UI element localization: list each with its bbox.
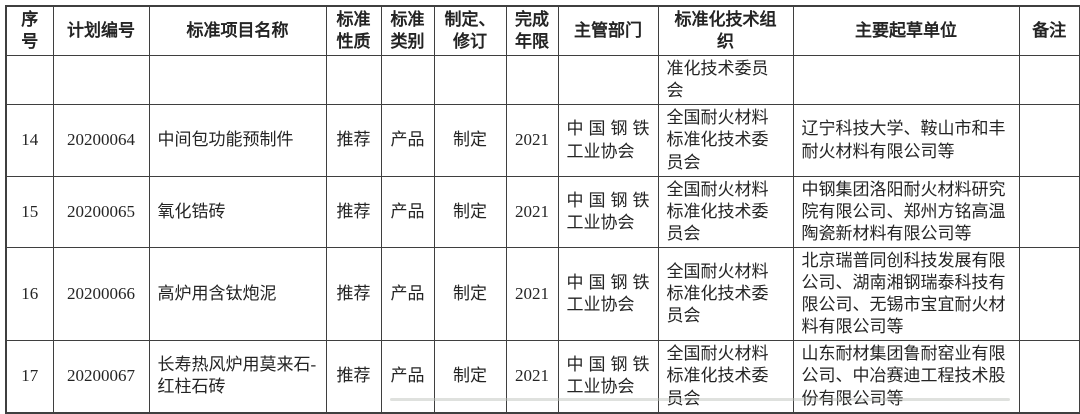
cell-plan-no	[52, 55, 150, 106]
cell-remarks	[1018, 246, 1080, 342]
cell-org: 全国耐火材料标准化技术委员会	[657, 175, 794, 248]
col-header-remarks: 备注	[1018, 5, 1080, 57]
table-row: 17 20200067 长寿热风炉用莫来石-红柱石砖 推荐 产品 制定 2021…	[5, 340, 1080, 414]
cell-project-name: 氧化锆砖	[148, 175, 327, 248]
table-row-continuation: 准化技术委员会	[5, 55, 1080, 106]
cell-org: 准化技术委员会	[657, 55, 794, 106]
cell-year: 2021	[505, 104, 559, 177]
cell-year: 2021	[505, 340, 559, 414]
cell-seq: 17	[5, 340, 54, 414]
cell-drafters: 辽宁科技大学、鞍山市和丰耐火材料有限公司等	[792, 104, 1020, 177]
table-header-row: 序号 计划编号 标准项目名称 标准性质 标准类别 制定、修订 完成年限 主管部门…	[5, 5, 1080, 57]
col-header-category: 标准类别	[380, 5, 435, 57]
cell-year: 2021	[505, 246, 559, 342]
cell-department	[557, 55, 659, 106]
cell-category: 产品	[380, 175, 435, 248]
cell-project-name	[148, 55, 327, 106]
cell-nature: 推荐	[325, 175, 382, 248]
cell-action: 制定	[433, 104, 507, 177]
cell-department: 中国钢铁工业协会	[557, 175, 659, 248]
col-header-seq: 序号	[5, 5, 54, 57]
cell-seq	[5, 55, 54, 106]
cell-nature: 推荐	[325, 104, 382, 177]
col-header-nature: 标准性质	[325, 5, 382, 57]
cell-org: 全国耐火材料标准化技术委员会	[657, 104, 794, 177]
cell-nature	[325, 55, 382, 106]
col-header-org: 标准化技术组织	[657, 5, 794, 57]
col-header-department: 主管部门	[557, 5, 659, 57]
table-row: 16 20200066 高炉用含钛炮泥 推荐 产品 制定 2021 中国钢铁工业…	[5, 246, 1080, 342]
cell-category: 产品	[380, 104, 435, 177]
cell-nature: 推荐	[325, 340, 382, 414]
col-header-action: 制定、修订	[433, 5, 507, 57]
cell-drafters: 中钢集团洛阳耐火材料研究院有限公司、郑州方铭高温陶瓷新材料有限公司等	[792, 175, 1020, 248]
cell-department: 中国钢铁工业协会	[557, 104, 659, 177]
cell-seq: 16	[5, 246, 54, 342]
cell-seq: 15	[5, 175, 54, 248]
cell-project-name: 高炉用含钛炮泥	[148, 246, 327, 342]
col-header-project-name: 标准项目名称	[148, 5, 327, 57]
cell-remarks	[1018, 340, 1080, 414]
cell-remarks	[1018, 55, 1080, 106]
cell-drafters: 山东耐材集团鲁耐窑业有限公司、中冶赛迪工程技术股份有限公司等	[792, 340, 1020, 414]
bottom-edge-artifact	[390, 398, 1010, 401]
table-row: 15 20200065 氧化锆砖 推荐 产品 制定 2021 中国钢铁工业协会 …	[5, 175, 1080, 248]
table-row: 14 20200064 中间包功能预制件 推荐 产品 制定 2021 中国钢铁工…	[5, 104, 1080, 177]
cell-remarks	[1018, 104, 1080, 177]
cell-action: 制定	[433, 340, 507, 414]
cell-plan-no: 20200065	[52, 175, 150, 248]
cell-department: 中国钢铁工业协会	[557, 246, 659, 342]
cell-category: 产品	[380, 246, 435, 342]
cell-action	[433, 55, 507, 106]
cell-project-name: 中间包功能预制件	[148, 104, 327, 177]
col-header-drafters: 主要起草单位	[792, 5, 1020, 57]
cell-year	[505, 55, 559, 106]
cell-remarks	[1018, 175, 1080, 248]
cell-action: 制定	[433, 175, 507, 248]
standards-plan-table: 序号 计划编号 标准项目名称 标准性质 标准类别 制定、修订 完成年限 主管部门…	[5, 5, 1080, 414]
cell-seq: 14	[5, 104, 54, 177]
cell-org: 全国耐火材料标准化技术委员会	[657, 246, 794, 342]
cell-category	[380, 55, 435, 106]
cell-org: 全国耐火材料标准化技术委员会	[657, 340, 794, 414]
cell-plan-no: 20200064	[52, 104, 150, 177]
cell-department: 中国钢铁工业协会	[557, 340, 659, 414]
cell-year: 2021	[505, 175, 559, 248]
col-header-plan-no: 计划编号	[52, 5, 150, 57]
cell-project-name: 长寿热风炉用莫来石-红柱石砖	[148, 340, 327, 414]
cell-nature: 推荐	[325, 246, 382, 342]
cell-category: 产品	[380, 340, 435, 414]
cell-plan-no: 20200067	[52, 340, 150, 414]
cell-drafters: 北京瑞普同创科技发展有限公司、湖南湘钢瑞泰科技有限公司、无锡市宝宜耐火材料有限公…	[792, 246, 1020, 342]
col-header-year: 完成年限	[505, 5, 559, 57]
document-page: 序号 计划编号 标准项目名称 标准性质 标准类别 制定、修订 完成年限 主管部门…	[5, 5, 1080, 414]
cell-drafters	[792, 55, 1020, 106]
cell-plan-no: 20200066	[52, 246, 150, 342]
cell-action: 制定	[433, 246, 507, 342]
